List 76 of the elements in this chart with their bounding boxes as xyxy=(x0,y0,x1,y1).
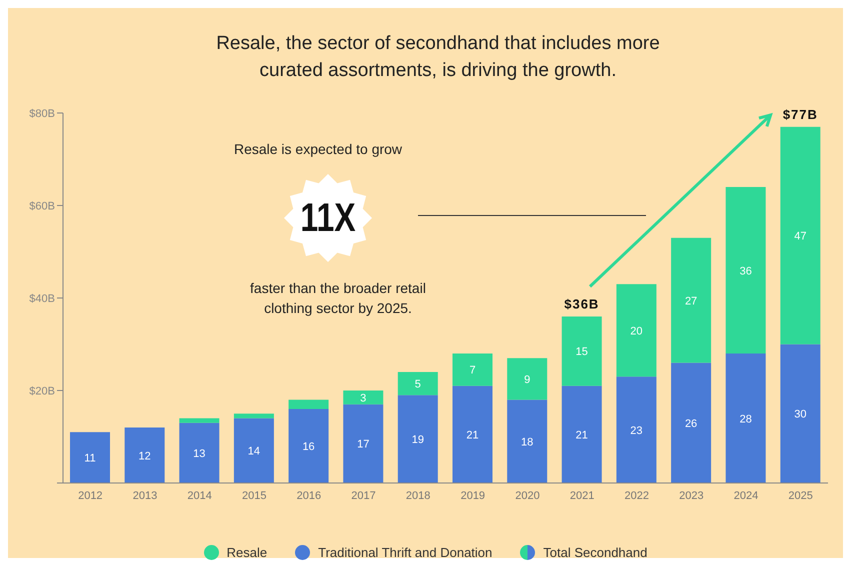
x-tick-label: 2016 xyxy=(296,490,322,502)
x-tick-label: 2018 xyxy=(406,490,430,502)
bar xyxy=(288,400,329,409)
y-tick-label: $20B xyxy=(29,385,55,398)
x-tick-label: 2014 xyxy=(187,490,212,502)
data-label: 12 xyxy=(138,450,151,462)
x-tick-label: 2024 xyxy=(734,490,758,502)
bar xyxy=(398,395,438,483)
data-label: 3 xyxy=(360,392,366,404)
data-label: 18 xyxy=(521,436,534,448)
data-label: 13 xyxy=(193,448,206,460)
bar xyxy=(562,316,602,386)
annotation: 11X xyxy=(299,196,357,240)
y-tick-label: $60B xyxy=(29,200,55,212)
bar xyxy=(343,404,384,483)
bar xyxy=(616,284,656,377)
data-label: 20 xyxy=(630,325,643,338)
bar xyxy=(452,354,492,386)
bar xyxy=(452,386,492,483)
data-label: 11 xyxy=(84,452,96,465)
bar xyxy=(70,432,110,483)
y-tick-label: $80B xyxy=(29,108,55,120)
data-label: 16 xyxy=(302,441,315,453)
data-label: 15 xyxy=(576,346,588,358)
bar xyxy=(671,362,712,483)
x-tick-label: 2025 xyxy=(788,490,813,502)
bar xyxy=(507,400,548,483)
total-label: $77B xyxy=(782,106,818,122)
data-label: 9 xyxy=(524,374,530,386)
bar xyxy=(671,238,712,363)
data-label: 21 xyxy=(466,429,479,442)
bar xyxy=(234,414,274,418)
data-label: 30 xyxy=(794,408,806,421)
data-label: 7 xyxy=(469,364,476,377)
x-tick-label: 2019 xyxy=(460,490,486,502)
annotation: Resale is expected to grow xyxy=(232,141,404,157)
bar xyxy=(780,344,820,483)
data-label: 14 xyxy=(248,446,260,458)
bar xyxy=(179,418,220,423)
bar xyxy=(562,386,602,483)
bar xyxy=(398,372,438,396)
bar xyxy=(780,126,820,344)
x-tick-label: 2015 xyxy=(242,490,266,502)
data-label: 36 xyxy=(740,265,752,278)
x-tick-label: 2021 xyxy=(570,490,594,502)
x-tick-label: 2020 xyxy=(515,490,540,502)
x-tick-label: 2017 xyxy=(351,490,376,502)
bar xyxy=(726,354,766,483)
data-label: 28 xyxy=(740,413,752,426)
bar xyxy=(726,187,766,354)
y-tick-label: $40B xyxy=(29,292,55,305)
total-label: $36B xyxy=(564,296,600,312)
data-label: 23 xyxy=(630,424,643,437)
annotation: faster than the broader retail clothing sector by 2025. xyxy=(249,279,427,318)
x-tick-label: 2022 xyxy=(624,490,649,502)
data-label: 47 xyxy=(794,230,806,243)
bar xyxy=(343,390,384,404)
legend-label: Resale xyxy=(226,545,268,560)
legend-label: Traditional Thrift and Donation xyxy=(317,545,492,560)
bar xyxy=(179,422,220,483)
data-label: 17 xyxy=(357,438,370,451)
x-tick-label: 2012 xyxy=(78,490,103,502)
text: Total Secondhand xyxy=(542,545,648,560)
bar xyxy=(616,376,656,483)
data-label: 26 xyxy=(684,418,698,430)
x-tick-label: 2023 xyxy=(679,490,704,502)
bar xyxy=(507,358,548,400)
data-label: 19 xyxy=(412,434,424,446)
x-tick-label: 2013 xyxy=(132,490,158,502)
data-label: 21 xyxy=(576,429,588,442)
bar xyxy=(124,428,165,483)
data-label: 27 xyxy=(684,295,698,308)
bar xyxy=(288,409,329,483)
data-label: 5 xyxy=(414,378,421,391)
bar xyxy=(234,418,274,483)
chart-title: Resale, the sector of secondhand that includes more curated assortments, is driving the growth. xyxy=(215,32,661,83)
